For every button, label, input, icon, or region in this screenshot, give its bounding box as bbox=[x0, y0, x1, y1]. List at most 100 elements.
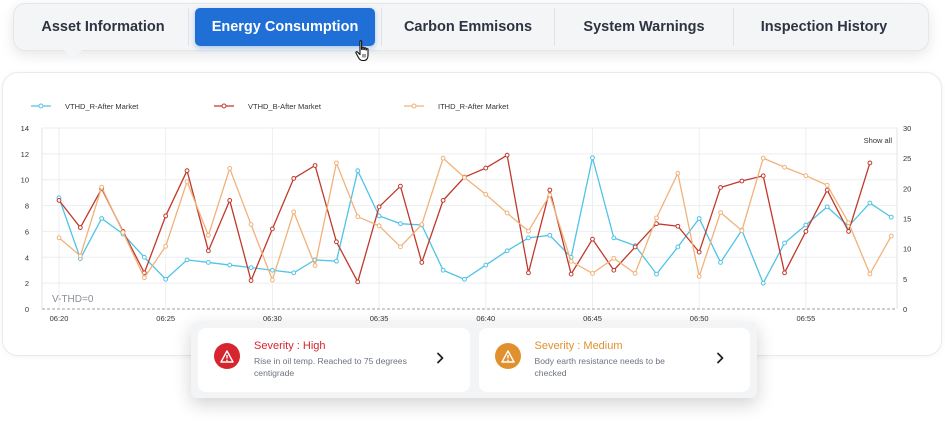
data-point bbox=[654, 215, 659, 221]
data-point bbox=[163, 276, 169, 282]
y-right-tick-label: 10 bbox=[903, 245, 911, 254]
data-point bbox=[99, 184, 105, 190]
data-point bbox=[205, 260, 211, 265]
data-point bbox=[141, 254, 147, 260]
tab-divider bbox=[381, 8, 382, 46]
data-point bbox=[483, 191, 489, 197]
chevron-right-icon[interactable] bbox=[436, 352, 444, 364]
data-point bbox=[205, 232, 211, 238]
data-point bbox=[419, 260, 425, 265]
data-point bbox=[867, 271, 873, 277]
data-point bbox=[398, 183, 403, 189]
data-point bbox=[675, 244, 681, 250]
data-point bbox=[654, 271, 659, 277]
show-all-link[interactable]: Show all bbox=[864, 136, 893, 145]
y-left-tick-label: 10 bbox=[21, 176, 29, 185]
data-point bbox=[846, 220, 851, 226]
y-left-tick-label: 4 bbox=[25, 253, 29, 262]
data-point bbox=[867, 160, 873, 166]
data-point bbox=[227, 198, 233, 203]
legend-marker bbox=[221, 103, 227, 109]
asset-tab-bar: Asset Information Energy Consumption Car… bbox=[13, 3, 929, 51]
tab-divider bbox=[188, 8, 189, 46]
data-point bbox=[269, 277, 275, 283]
data-point bbox=[99, 216, 105, 221]
tab-energy-consumption[interactable]: Energy Consumption bbox=[195, 8, 375, 46]
data-point bbox=[547, 232, 553, 238]
data-point bbox=[56, 235, 62, 241]
severity-label: Severity : High bbox=[254, 340, 326, 352]
x-tick-label: 06:40 bbox=[476, 314, 495, 323]
data-point bbox=[312, 263, 318, 268]
data-point bbox=[782, 240, 787, 246]
legend-marker bbox=[411, 103, 417, 109]
data-point bbox=[483, 165, 489, 171]
data-point bbox=[611, 255, 617, 261]
x-tick-label: 06:25 bbox=[156, 314, 175, 323]
data-point bbox=[867, 200, 873, 206]
tab-asset-information[interactable]: Asset Information bbox=[41, 19, 165, 35]
alert-card-high[interactable]: Severity : High Rise in oil temp. Reache… bbox=[198, 328, 470, 392]
y-right-tick-label: 15 bbox=[903, 215, 911, 224]
data-point bbox=[355, 214, 361, 220]
data-point bbox=[718, 260, 723, 265]
data-point bbox=[590, 155, 595, 161]
data-point bbox=[248, 265, 254, 271]
series-line bbox=[58, 157, 892, 285]
data-point bbox=[483, 262, 489, 268]
data-point bbox=[739, 178, 745, 184]
data-point bbox=[334, 160, 339, 166]
y-right-tick-label: 20 bbox=[903, 184, 911, 193]
data-point bbox=[227, 166, 233, 171]
tab-inspection-history[interactable]: Inspection History bbox=[760, 19, 888, 35]
data-point bbox=[526, 228, 531, 234]
y-right-tick-label: 30 bbox=[903, 124, 911, 133]
tab-pointer-arrow bbox=[64, 50, 82, 60]
data-point bbox=[718, 210, 723, 215]
data-point bbox=[291, 209, 297, 215]
data-point bbox=[205, 248, 211, 254]
y-left-tick-label: 14 bbox=[21, 124, 29, 133]
series-line bbox=[58, 157, 892, 283]
data-point bbox=[696, 274, 702, 279]
data-point bbox=[504, 210, 510, 216]
data-point bbox=[227, 262, 233, 268]
data-point bbox=[312, 163, 318, 168]
data-point bbox=[760, 280, 766, 286]
data-point bbox=[632, 271, 638, 276]
tab-carbon-emissions[interactable]: Carbon Emmisons bbox=[403, 19, 533, 35]
data-point bbox=[504, 152, 510, 158]
tab-system-warnings[interactable]: System Warnings bbox=[583, 19, 705, 35]
data-point bbox=[675, 170, 681, 176]
data-point bbox=[547, 192, 553, 198]
data-point bbox=[355, 279, 361, 285]
data-point bbox=[163, 243, 169, 249]
alert-card-medium[interactable]: Severity : Medium Body earth resistance … bbox=[478, 328, 750, 392]
data-point bbox=[739, 228, 745, 233]
chevron-right-icon[interactable] bbox=[716, 352, 724, 364]
data-point bbox=[334, 239, 339, 245]
legend-label: VTHD_R-After Market bbox=[65, 102, 139, 111]
data-point bbox=[803, 173, 809, 179]
data-point bbox=[782, 270, 787, 276]
tab-divider bbox=[733, 8, 734, 46]
data-point bbox=[334, 258, 339, 264]
x-tick-label: 06:55 bbox=[796, 314, 815, 323]
data-point bbox=[782, 164, 787, 170]
legend-label: VTHD_B-After Market bbox=[248, 102, 322, 111]
severity-label: Severity : Medium bbox=[534, 340, 623, 352]
data-point bbox=[547, 187, 553, 193]
legend-label: ITHD_R-After Market bbox=[438, 102, 509, 111]
data-point bbox=[718, 185, 723, 190]
y-left-tick-label: 12 bbox=[21, 150, 29, 159]
data-point bbox=[419, 222, 425, 227]
data-point bbox=[632, 244, 638, 250]
hand-cursor-icon bbox=[355, 40, 369, 62]
data-point bbox=[696, 216, 702, 221]
data-point bbox=[291, 176, 297, 181]
data-point bbox=[77, 253, 83, 259]
data-point bbox=[376, 204, 382, 210]
y-left-tick-label: 2 bbox=[25, 279, 29, 288]
data-point bbox=[56, 198, 62, 203]
warning-triangle-icon bbox=[214, 343, 240, 369]
